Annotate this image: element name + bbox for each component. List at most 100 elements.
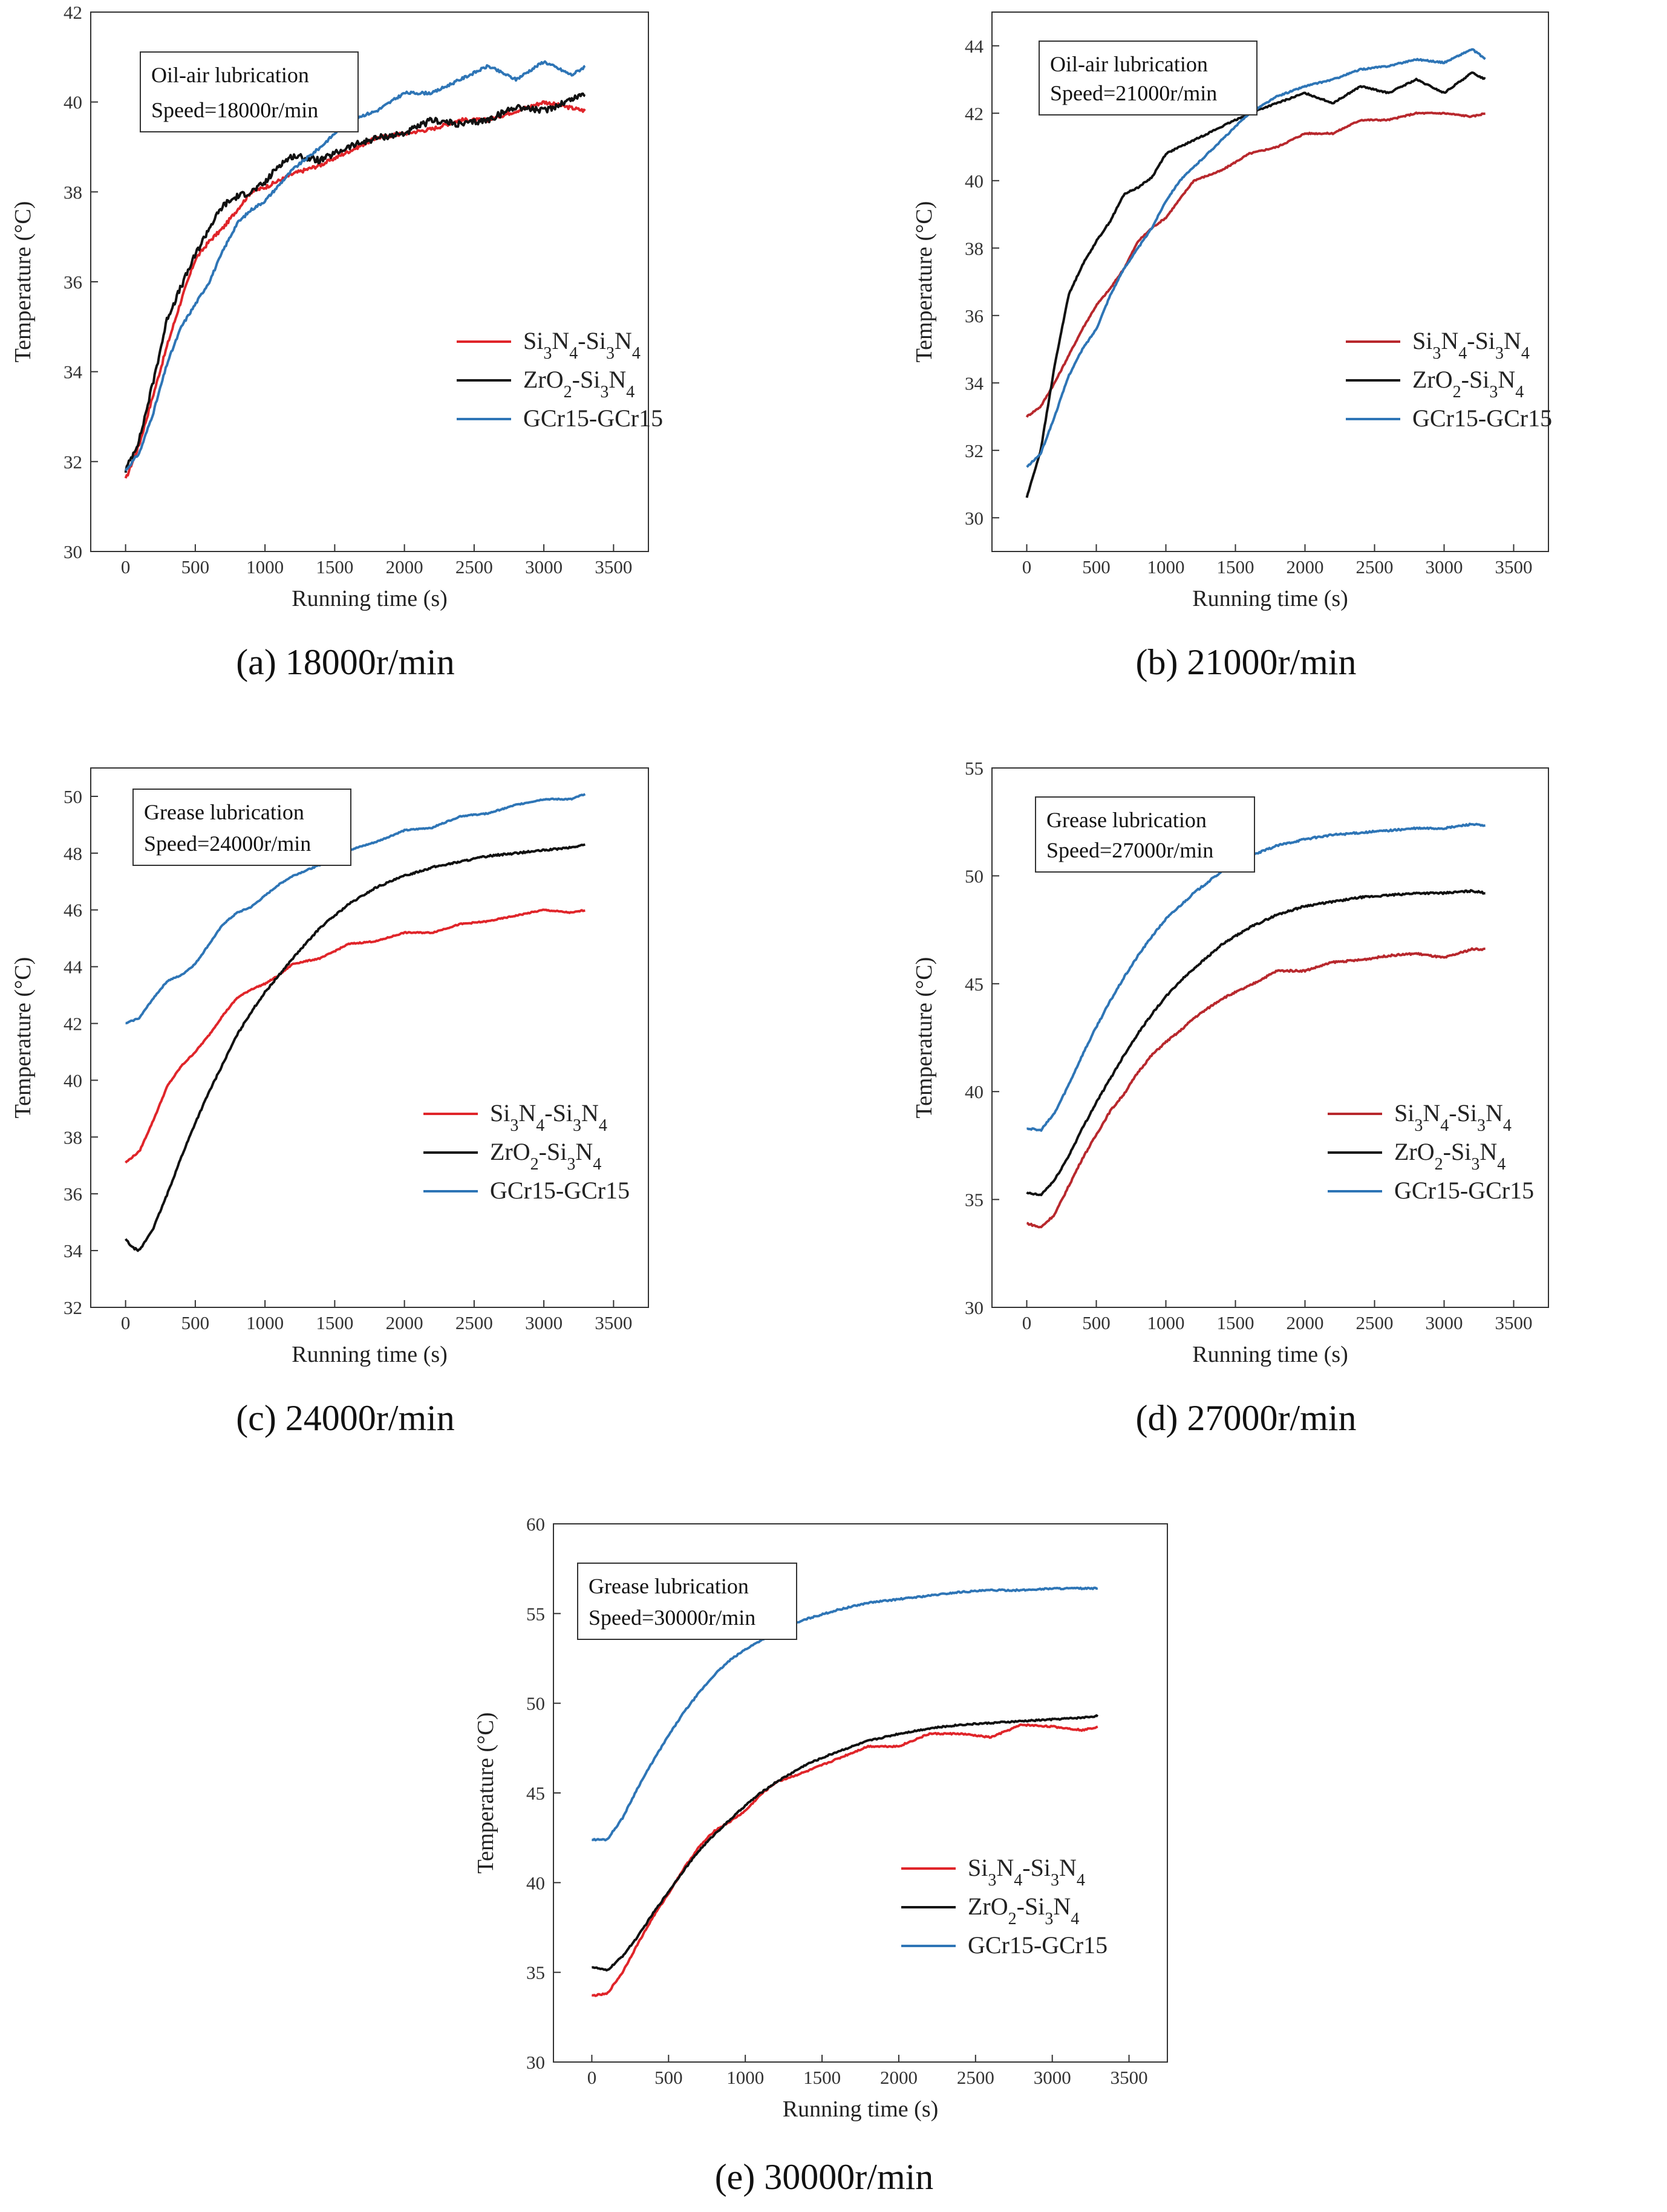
- x-tick-label: 2500: [1356, 1312, 1394, 1333]
- y-tick-label: 60: [526, 1514, 545, 1535]
- x-tick-label: 0: [1022, 1312, 1032, 1333]
- series-line-gcr15-gcr15: [1026, 822, 1486, 1132]
- x-tick-label: 3000: [1426, 556, 1463, 577]
- y-axis-label: Temperature (°C): [912, 201, 937, 363]
- speed-label: Speed=30000r/min: [589, 1605, 755, 1630]
- x-tick-label: 500: [654, 2067, 683, 2088]
- chart-c: 0 500 1000 1500 2000 2500 3000 3500 32 34 36 38 40 42…: [10, 767, 649, 1438]
- y-tick-label: 38: [64, 181, 82, 203]
- legend-label: GCr15-GCr15: [490, 1177, 630, 1204]
- y-tick-label: 36: [965, 305, 984, 327]
- legend-label: Si3N4-Si3N4: [968, 1854, 1085, 1890]
- y-tick-label: 50: [526, 1693, 545, 1714]
- x-tick-label: 2500: [957, 2067, 994, 2088]
- legend-label: ZrO2-Si3N4: [968, 1893, 1079, 1928]
- x-tick-label: 3500: [595, 556, 632, 577]
- x-tick-label: 500: [181, 556, 210, 577]
- x-tick-label: 1500: [803, 2067, 841, 2088]
- series-line-si3n4-si3n4: [124, 100, 586, 479]
- legend-label: ZrO2-Si3N4: [1412, 366, 1524, 402]
- x-tick-label: 3000: [525, 556, 563, 577]
- x-tick-label: 1000: [246, 556, 284, 577]
- series-line-zro2-si3n4: [1025, 71, 1486, 498]
- y-tick-label: 40: [64, 92, 82, 113]
- lubrication-label: Oil-air lubrication: [1050, 52, 1208, 76]
- condition-box: [1035, 796, 1255, 873]
- x-tick-label: 2500: [455, 556, 493, 577]
- x-tick-label: 3000: [1034, 2067, 1071, 2088]
- y-tick-label: 44: [965, 36, 984, 57]
- subfigure-caption: (c) 24000r/min: [236, 1398, 455, 1438]
- x-tick-label: 1500: [1217, 1312, 1254, 1333]
- y-axis-label: Temperature (°C): [10, 201, 36, 363]
- x-tick-label: 0: [121, 556, 131, 577]
- condition-box: [132, 789, 351, 866]
- x-tick-label: 1500: [316, 1312, 353, 1333]
- x-tick-label: 3500: [595, 1312, 632, 1333]
- y-tick-label: 50: [64, 786, 82, 807]
- y-tick-label: 38: [64, 1127, 82, 1148]
- y-tick-label: 42: [64, 2, 82, 23]
- y-tick-label: 40: [64, 1070, 82, 1091]
- lubrication-label: Grease lubrication: [589, 1574, 749, 1598]
- plot-frame: [90, 767, 649, 1308]
- series-line-si3n4-si3n4: [1026, 947, 1486, 1229]
- plot-frame: [991, 11, 1549, 552]
- x-axis-label: Running time (s): [292, 1342, 448, 1367]
- chart-b: 0 500 1000 1500 2000 2500 3000 3500 30 32 34 36 38 40…: [912, 11, 1552, 682]
- x-tick-label: 2500: [1356, 556, 1394, 577]
- subfigure-caption: (a) 18000r/min: [236, 642, 455, 682]
- series-line-zro2-si3n4: [124, 92, 586, 473]
- chart-d: 0 500 1000 1500 2000 2500 3000 3500 30 35 40 45 50 55…: [912, 758, 1549, 1438]
- y-tick-label: 38: [965, 238, 984, 259]
- x-tick-label: 1500: [316, 556, 353, 577]
- condition-box: [577, 1563, 797, 1640]
- y-tick-label: 34: [965, 372, 984, 394]
- y-tick-label: 40: [965, 171, 984, 192]
- subfigure-caption: (e) 30000r/min: [715, 2157, 934, 2197]
- y-tick-label: 30: [965, 507, 984, 529]
- x-tick-label: 0: [1022, 556, 1032, 577]
- y-tick-label: 48: [64, 843, 82, 864]
- chart-a: 0 500 1000 1500 2000 2500 3000 3500 30 32 34 36 38 40…: [10, 2, 663, 682]
- lubrication-label: Oil-air lubrication: [151, 63, 309, 87]
- legend-label: Si3N4-Si3N4: [1394, 1099, 1512, 1135]
- y-tick-label: 30: [526, 2052, 545, 2073]
- x-tick-label: 2000: [386, 1312, 423, 1333]
- y-tick-label: 35: [965, 1189, 984, 1211]
- legend-label: ZrO2-Si3N4: [490, 1138, 601, 1174]
- y-axis-label: Temperature (°C): [10, 957, 36, 1119]
- legend-label: Si3N4-Si3N4: [1412, 327, 1530, 363]
- y-tick-label: 42: [965, 103, 984, 124]
- y-tick-label: 46: [64, 900, 82, 921]
- y-tick-label: 36: [64, 1183, 82, 1205]
- x-tick-label: 1000: [726, 2067, 764, 2088]
- y-tick-label: 45: [526, 1783, 545, 1804]
- subfigure-caption: (b) 21000r/min: [1136, 642, 1357, 682]
- series-line-si3n4-si3n4: [125, 908, 586, 1164]
- y-tick-label: 34: [64, 1240, 83, 1261]
- speed-label: Speed=24000r/min: [144, 831, 311, 856]
- x-tick-label: 500: [1082, 556, 1111, 577]
- x-tick-label: 1000: [1147, 556, 1185, 577]
- x-tick-label: 2000: [386, 556, 423, 577]
- legend-label: GCr15-GCr15: [968, 1931, 1108, 1959]
- y-tick-label: 30: [965, 1297, 984, 1318]
- x-tick-label: 3000: [1426, 1312, 1463, 1333]
- y-tick-label: 55: [965, 758, 984, 779]
- y-tick-label: 44: [64, 957, 83, 978]
- series-line-si3n4-si3n4: [1025, 111, 1486, 418]
- x-axis-label: Running time (s): [783, 2097, 939, 2122]
- legend-label: Si3N4-Si3N4: [523, 327, 641, 363]
- y-tick-label: 32: [965, 440, 984, 461]
- y-tick-label: 35: [526, 1962, 545, 1983]
- speed-label: Speed=27000r/min: [1046, 838, 1213, 862]
- x-tick-label: 0: [587, 2067, 597, 2088]
- x-tick-label: 3000: [525, 1312, 563, 1333]
- x-tick-label: 2500: [455, 1312, 493, 1333]
- y-tick-label: 30: [64, 541, 82, 562]
- x-axis-label: Running time (s): [1192, 586, 1348, 611]
- legend-label: ZrO2-Si3N4: [1394, 1138, 1506, 1174]
- x-axis-label: Running time (s): [1192, 1342, 1348, 1367]
- plot-frame: [991, 767, 1549, 1308]
